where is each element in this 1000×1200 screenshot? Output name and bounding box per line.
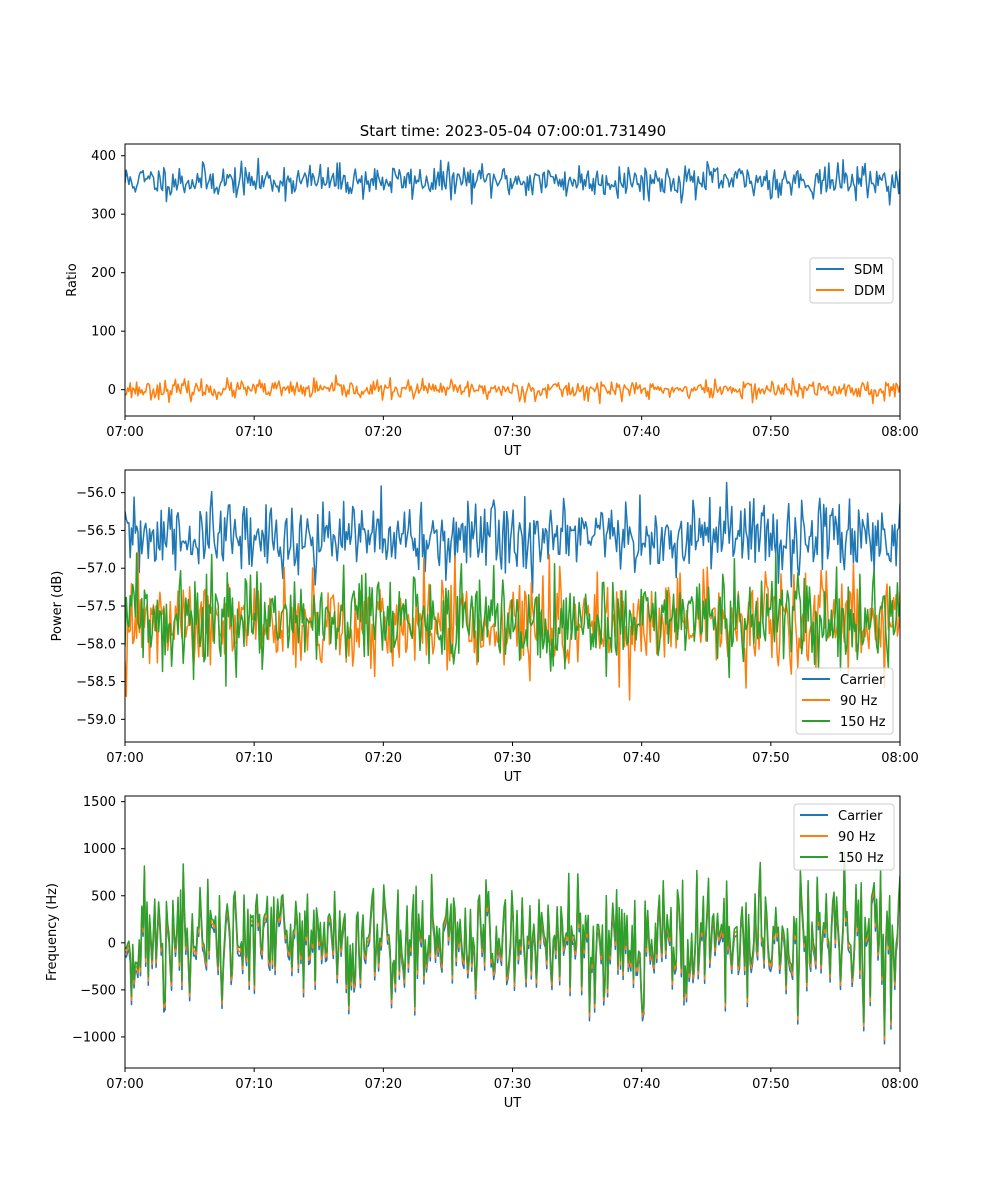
series-line-150-hz: [125, 851, 900, 1037]
chart-panel-3: 07:00 07:10 07:20 07:30 07:40 07:50 08:00 −1000…: [45, 795, 919, 1111]
x-tick-label: 07:40: [623, 1077, 660, 1092]
y-tick-label: 300: [91, 208, 116, 223]
x-tick-label: 07:20: [365, 425, 402, 440]
y-tick-label: −500: [80, 983, 116, 998]
y-tick-label: −56.0: [76, 486, 116, 501]
y-tick-label: −57.0: [76, 562, 116, 577]
y-tick-label: 1000: [83, 842, 116, 857]
x-tick-label: 07:00: [106, 425, 143, 440]
figure-title: Start time: 2023-05-04 07:00:01.731490: [360, 122, 666, 140]
x-tick-label: 07:10: [235, 425, 272, 440]
y-tick-label: −57.5: [76, 600, 116, 615]
x-tick-label: 08:00: [881, 751, 918, 766]
y-tick-label: 1500: [83, 795, 116, 810]
x-tick-label: 07:30: [494, 751, 531, 766]
series-line-ddm: [125, 374, 900, 405]
legend-box: [795, 667, 894, 735]
legend-label: Carrier: [838, 809, 883, 824]
x-tick-label: 08:00: [881, 1077, 918, 1092]
y-axis-label: Frequency (Hz): [45, 883, 60, 981]
y-tick-label: −59.0: [76, 713, 116, 728]
legend-label: 150 Hz: [840, 715, 886, 730]
x-tick-label: 07:30: [494, 1077, 531, 1092]
series-line-150-hz: [125, 552, 900, 687]
legend-label: 90 Hz: [840, 694, 877, 709]
x-tick-label: 07:10: [235, 751, 272, 766]
legend: Carrier 90 Hz 150 Hz: [795, 667, 894, 735]
legend: Carrier 90 Hz 150 Hz: [793, 803, 895, 871]
x-tick-label: 07:10: [235, 1077, 272, 1092]
y-tick-label: 100: [91, 325, 116, 340]
y-axis-label: Ratio: [65, 263, 80, 296]
y-tick-label: −58.0: [76, 637, 116, 652]
y-axis-label: Power (dB): [50, 571, 65, 642]
x-tick-label: 07:20: [365, 751, 402, 766]
y-tick-label: 500: [91, 889, 116, 904]
x-axis-label: UT: [504, 444, 522, 459]
y-tick-label: 0: [108, 383, 116, 398]
y-tick-label: 400: [91, 149, 116, 164]
y-tick-label: 0: [108, 936, 116, 951]
x-tick-label: 07:50: [752, 751, 789, 766]
x-axis-label: UT: [504, 1096, 522, 1111]
legend-label: 150 Hz: [838, 851, 884, 866]
legend-label: 90 Hz: [838, 830, 875, 845]
x-tick-label: 07:40: [623, 425, 660, 440]
x-tick-label: 08:00: [881, 425, 918, 440]
x-tick-label: 07:00: [106, 751, 143, 766]
chart-panel-1: 07:00 07:10 07:20 07:30 07:40 07:50 08:00 0 100 2…: [65, 143, 919, 459]
x-tick-label: 07:40: [623, 751, 660, 766]
series-line-carrier: [125, 481, 900, 594]
x-tick-label: 07:00: [106, 1077, 143, 1092]
legend-box: [793, 803, 895, 871]
y-tick-label: −1000: [72, 1030, 116, 1045]
y-tick-label: −56.5: [76, 524, 116, 539]
x-axis-label: UT: [504, 770, 522, 785]
y-tick-label: 200: [91, 266, 116, 281]
series-line-sdm: [125, 157, 900, 206]
legend: SDM DDM: [809, 257, 894, 304]
x-tick-label: 07:50: [752, 425, 789, 440]
legend-label: DDM: [854, 284, 885, 299]
x-tick-label: 07:50: [752, 1077, 789, 1092]
legend-label: Carrier: [840, 673, 885, 688]
legend-label: SDM: [854, 263, 883, 278]
x-tick-label: 07:30: [494, 425, 531, 440]
x-tick-label: 07:20: [365, 1077, 402, 1092]
chart-panel-2: 07:00 07:10 07:20 07:30 07:40 07:50 08:00 −59.0…: [50, 469, 919, 785]
y-tick-label: −58.5: [76, 675, 116, 690]
